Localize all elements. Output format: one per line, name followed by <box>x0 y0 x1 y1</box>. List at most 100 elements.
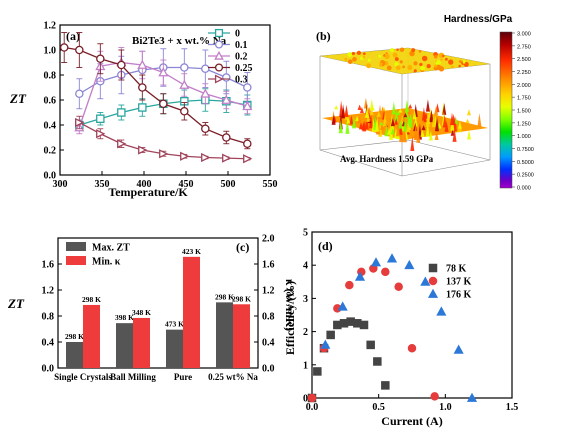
panel-b-projection-spot <box>352 56 357 62</box>
panel-d-point <box>326 330 335 340</box>
panel-a-point <box>137 59 148 69</box>
panel-c-bar-label: 298 K <box>65 332 84 341</box>
panel-a-ytick-label: 0.6 <box>44 96 57 107</box>
panel-a-point <box>243 83 252 92</box>
panel-b-projection-map <box>320 48 490 74</box>
panel-b-projection-spot <box>392 52 398 58</box>
panel-b-colorbar-tick-label: 2.500 <box>517 57 531 63</box>
panel-a-point <box>75 45 84 55</box>
panel-b-projection-spot <box>462 61 466 64</box>
panel-b-surface-peak <box>425 121 430 137</box>
panel-b-projection-spot <box>433 55 438 59</box>
panel-b-surface-peak <box>344 104 349 118</box>
panel-a-point <box>96 129 106 139</box>
panel-b-surface-peak <box>349 115 354 125</box>
panel-d-point <box>345 280 354 290</box>
panel-b-surface-spots <box>331 97 482 152</box>
panel-c-bar <box>83 304 100 368</box>
panel-d-point <box>373 357 382 366</box>
panel-b-surface-peak <box>394 108 399 123</box>
panel-c-ytick-right-label: 0.0 <box>262 364 275 375</box>
panel-b-surface-peak <box>434 116 439 132</box>
panel-a-legend-label: 0.1 <box>235 40 248 51</box>
panel-b-colorbar-tick-label: 2.000 <box>517 83 531 89</box>
panel-b-surface-peak <box>421 125 426 131</box>
panel-d-legend-label: 78 K <box>446 264 467 275</box>
panel-c-bar <box>166 329 183 368</box>
panel-b-projection-spot <box>344 57 348 61</box>
panel-b-colorbar-tick-label: 2.250 <box>517 70 531 76</box>
panel-b-surface-peak <box>352 116 357 129</box>
panel-b-surface-peak <box>403 112 408 118</box>
panel-b-surface-peak <box>331 114 336 125</box>
panel-d-xtick-label: 0.0 <box>306 402 319 413</box>
panel-a-ytick-label: 1.2 <box>44 21 57 32</box>
panel-c-bar <box>133 317 150 368</box>
panel-a-xtick-label: 300 <box>53 179 68 190</box>
panel-d-points <box>307 253 478 403</box>
panel-b-colorbar-tick-label: 0.000 <box>517 186 531 192</box>
panel-b-colorbar-tick-label: 1.000 <box>517 134 531 140</box>
panel-b-surface-peak <box>382 111 387 127</box>
panel-c-ytick-right-label: 1.6 <box>262 260 275 271</box>
panel-b-projection-spot <box>459 60 462 63</box>
panel-b-projection-spot <box>395 65 401 71</box>
panel-d-point <box>420 276 431 286</box>
panel-b-surface-peak <box>425 112 430 127</box>
panel-c-category-label: 0.25 wt% Na <box>208 372 258 382</box>
panel-b-projection-spot <box>442 54 445 58</box>
panel-b-colorbar-tick-label: 1.750 <box>517 96 531 102</box>
panel-b-surface-peak <box>395 121 400 137</box>
panel-b-surface-peak <box>394 118 399 125</box>
panel-d-label: (d) <box>318 239 333 253</box>
panel-b-surface-peak <box>466 109 471 116</box>
panel-d-point <box>404 259 415 270</box>
panel-b-surface-peak <box>452 128 457 142</box>
panel-b-surface-peak <box>365 105 370 118</box>
panel-a-ytick-label: 0.4 <box>44 121 57 132</box>
panel-c-bar-label: 423 K <box>182 247 201 256</box>
panel-c-frame <box>57 237 259 369</box>
panel-a-legend-marker <box>214 74 224 84</box>
panel-d-point <box>313 367 322 376</box>
panel-a-xtick-label: 350 <box>95 179 110 190</box>
panel-b-surface-peak <box>355 115 360 122</box>
panel-d-legend-label: 137 K <box>446 277 472 288</box>
panel-a-line-chart: (a) Bi2Te3 + x wt.% Na Temperature/K ZT … <box>9 21 277 200</box>
panel-d-ytick-label: 3 <box>303 294 308 305</box>
panel-b-surface-peak <box>374 115 379 132</box>
panel-a-series-line <box>64 46 248 145</box>
panel-b-surface-peak <box>406 122 411 133</box>
panel-b-projection-spot <box>413 61 418 66</box>
panel-b-surface-peak <box>457 121 462 129</box>
panel-a-point <box>117 139 127 149</box>
panel-b-colorbar-tick-label: 0.5000 <box>517 160 534 166</box>
panel-b-projection-spot <box>366 63 372 69</box>
panel-b-surface-peak <box>465 118 470 123</box>
panel-c-bar-label: 298 K <box>232 294 251 303</box>
panel-a-point <box>222 73 231 82</box>
panel-d-point <box>381 267 390 277</box>
panel-c-label: (c) <box>236 240 249 254</box>
panel-b-projection-spot <box>451 65 454 69</box>
panel-b-surface-peak <box>408 112 413 128</box>
panel-b-surface-peak <box>467 129 472 140</box>
panel-d-frame <box>311 231 513 399</box>
panel-a-legend-label: 0 <box>235 29 240 40</box>
panel-b-projection-spot <box>399 60 403 64</box>
panel-b-projection-spot <box>394 62 399 67</box>
panel-a-xlabel: Temperature/K <box>108 185 188 199</box>
panel-a-legend-marker <box>214 50 224 60</box>
panel-b-surface-peak <box>357 104 362 111</box>
panel-b-projection-spot <box>351 51 356 56</box>
panel-b-surface-peak <box>428 130 433 141</box>
panel-d-legend-label: 176 K <box>446 290 472 301</box>
panel-d-ytick-label: 4 <box>303 261 308 272</box>
panel-a-legend-label: 0.3 <box>235 75 248 86</box>
panel-d-ytick-label: 1 <box>303 360 308 371</box>
panel-b-surface-peak <box>406 130 411 135</box>
panel-a-point <box>117 60 126 70</box>
panel-d-xtick-label: 1.0 <box>439 402 452 413</box>
panel-c-bar <box>233 304 250 368</box>
